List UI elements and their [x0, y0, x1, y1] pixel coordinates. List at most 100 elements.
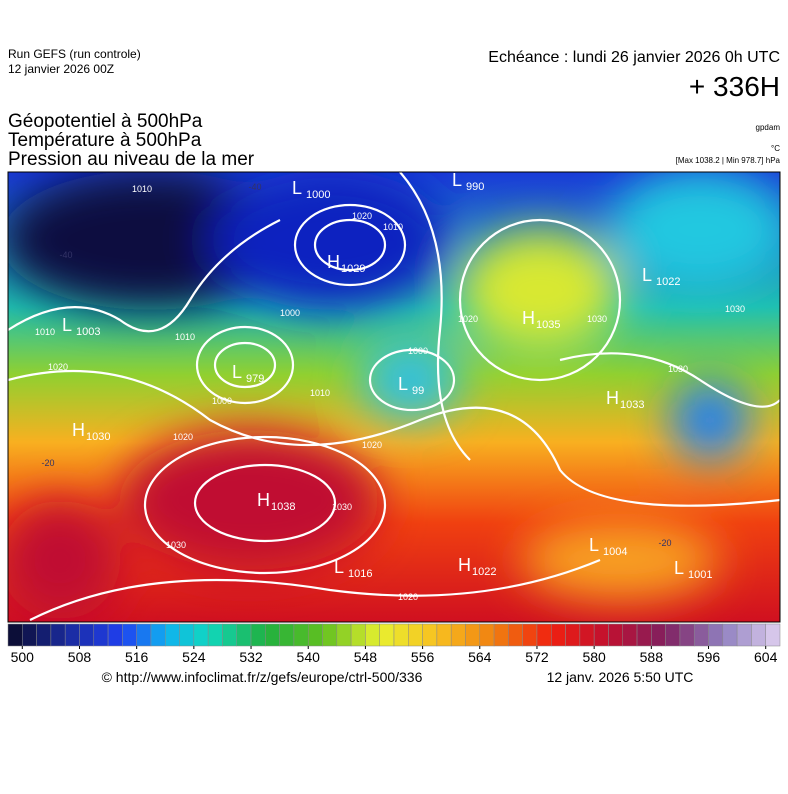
colorbar-tick-label: 508	[68, 649, 92, 665]
colorbar-tick-label: 524	[182, 649, 206, 665]
center-pressure: 1029	[341, 263, 365, 275]
run-name: Run GEFS (run controle)	[8, 47, 141, 61]
colorbar-cell	[265, 623, 280, 647]
center-type: H	[606, 388, 619, 408]
colorbar-cell	[336, 623, 352, 647]
colorbar-cell	[179, 623, 195, 647]
colorbar-cell	[50, 623, 66, 647]
isobar-label: 1020	[362, 440, 382, 450]
center-pressure: 1000	[306, 189, 330, 201]
colorbar-cell	[450, 623, 466, 647]
colorbar-cell	[79, 623, 95, 647]
pressure-range: [Max 1038.2 | Min 978.7] hPa	[676, 156, 781, 165]
center-pressure: 1016	[348, 568, 372, 580]
colorbar-tick-label: 532	[239, 649, 263, 665]
center-type: L	[452, 170, 462, 190]
colorbar-cell	[365, 623, 380, 647]
colorbar-cell	[279, 623, 295, 647]
temperature-label: -20	[658, 538, 671, 548]
colorbar-cell	[436, 623, 452, 647]
colorbar-cell	[736, 623, 752, 647]
issue-time: 12 janv. 2026 5:50 UTC	[547, 669, 694, 685]
center-pressure: 1022	[472, 566, 496, 578]
center-pressure: 99	[412, 385, 424, 397]
colorbar-cell	[708, 623, 724, 647]
temperature-label: -40	[59, 250, 72, 260]
colorbar-cell	[222, 623, 237, 647]
isobars	[8, 172, 780, 621]
colorbar-tick-label: 604	[754, 649, 778, 665]
colorbar-cell	[393, 623, 409, 647]
isobar-label: 1010	[310, 388, 330, 398]
center-pressure: 990	[466, 181, 484, 193]
isobar-label: 1020	[352, 211, 372, 221]
field-name: Température à 500hPa	[8, 130, 202, 151]
isobar-label: 1020	[458, 314, 478, 324]
colorbar-cell	[165, 623, 180, 647]
map-frame	[7, 171, 781, 623]
isobar-label: 1010	[35, 327, 55, 337]
center-pressure: 979	[246, 373, 264, 385]
colorbar-cell	[622, 623, 638, 647]
colorbar-cell	[7, 623, 23, 647]
isobar-label: 1020	[173, 432, 193, 442]
colorbar-cell	[465, 623, 481, 647]
center-pressure: 1030	[86, 431, 110, 443]
colorbar-cell	[651, 623, 666, 647]
temperature-label: -20	[41, 458, 54, 468]
colorbar-cell	[722, 623, 738, 647]
center-type: L	[292, 178, 302, 198]
center-type: H	[72, 420, 85, 440]
isobar-label: 1010	[383, 222, 403, 232]
lead-time: + 336H	[689, 71, 780, 102]
map	[8, 172, 780, 622]
colorbar-cell	[608, 623, 623, 647]
field-name: Pression au niveau de la mer	[8, 149, 255, 170]
colorbar-cell	[107, 623, 123, 647]
center-pressure: 1022	[656, 276, 680, 288]
colorbar-cell	[136, 623, 152, 647]
colorbar-cell	[536, 623, 552, 647]
isobar-label: 1000	[408, 346, 428, 356]
center-type: L	[334, 557, 344, 577]
colorbar-cell	[751, 623, 766, 647]
colorbar-cell	[236, 623, 252, 647]
valid-time: Echéance : lundi 26 janvier 2026 0h UTC	[488, 49, 780, 66]
center-pressure: 1038	[271, 501, 295, 513]
colorbar-tick-label: 572	[525, 649, 549, 665]
isobar-label: 1010	[132, 184, 152, 194]
colorbar-cell	[593, 623, 609, 647]
colorbar-cell	[493, 623, 509, 647]
colorbar-cell	[508, 623, 523, 647]
source-url: © http://www.infoclimat.fr/z/gefs/europe…	[102, 669, 423, 685]
map-fields	[8, 172, 780, 620]
colorbar-cell	[193, 623, 209, 647]
center-type: L	[642, 265, 652, 285]
colorbar-cell	[93, 623, 109, 647]
colorbar-cell	[122, 623, 137, 647]
colorbar-tick-label: 588	[640, 649, 664, 665]
colorbar-cell	[64, 623, 80, 647]
colorbar-cell	[307, 623, 323, 647]
colorbar-tick-label: 564	[468, 649, 492, 665]
unit: gpdam	[756, 123, 781, 132]
center-pressure: 1035	[536, 319, 560, 331]
colorbar-cell	[579, 623, 595, 647]
unit: °C	[771, 144, 780, 153]
run-date: 12 janvier 2026 00Z	[8, 62, 114, 76]
isobar-label: 1030	[668, 364, 688, 374]
colorbar-tick-label: 540	[297, 649, 321, 665]
center-type: H	[257, 490, 270, 510]
colorbar-tick-label: 516	[125, 649, 149, 665]
colorbar-cell	[422, 623, 438, 647]
colorbar-tick-label: 548	[354, 649, 378, 665]
colorbar-cell	[765, 623, 781, 647]
center-type: L	[398, 374, 408, 394]
isobar-label: 1030	[166, 540, 186, 550]
center-pressure: 1004	[603, 546, 627, 558]
colorbar-cell	[22, 623, 37, 647]
isobar-label: 1020	[48, 362, 68, 372]
colorbar-cell	[350, 623, 366, 647]
colorbar-cell	[293, 623, 309, 647]
